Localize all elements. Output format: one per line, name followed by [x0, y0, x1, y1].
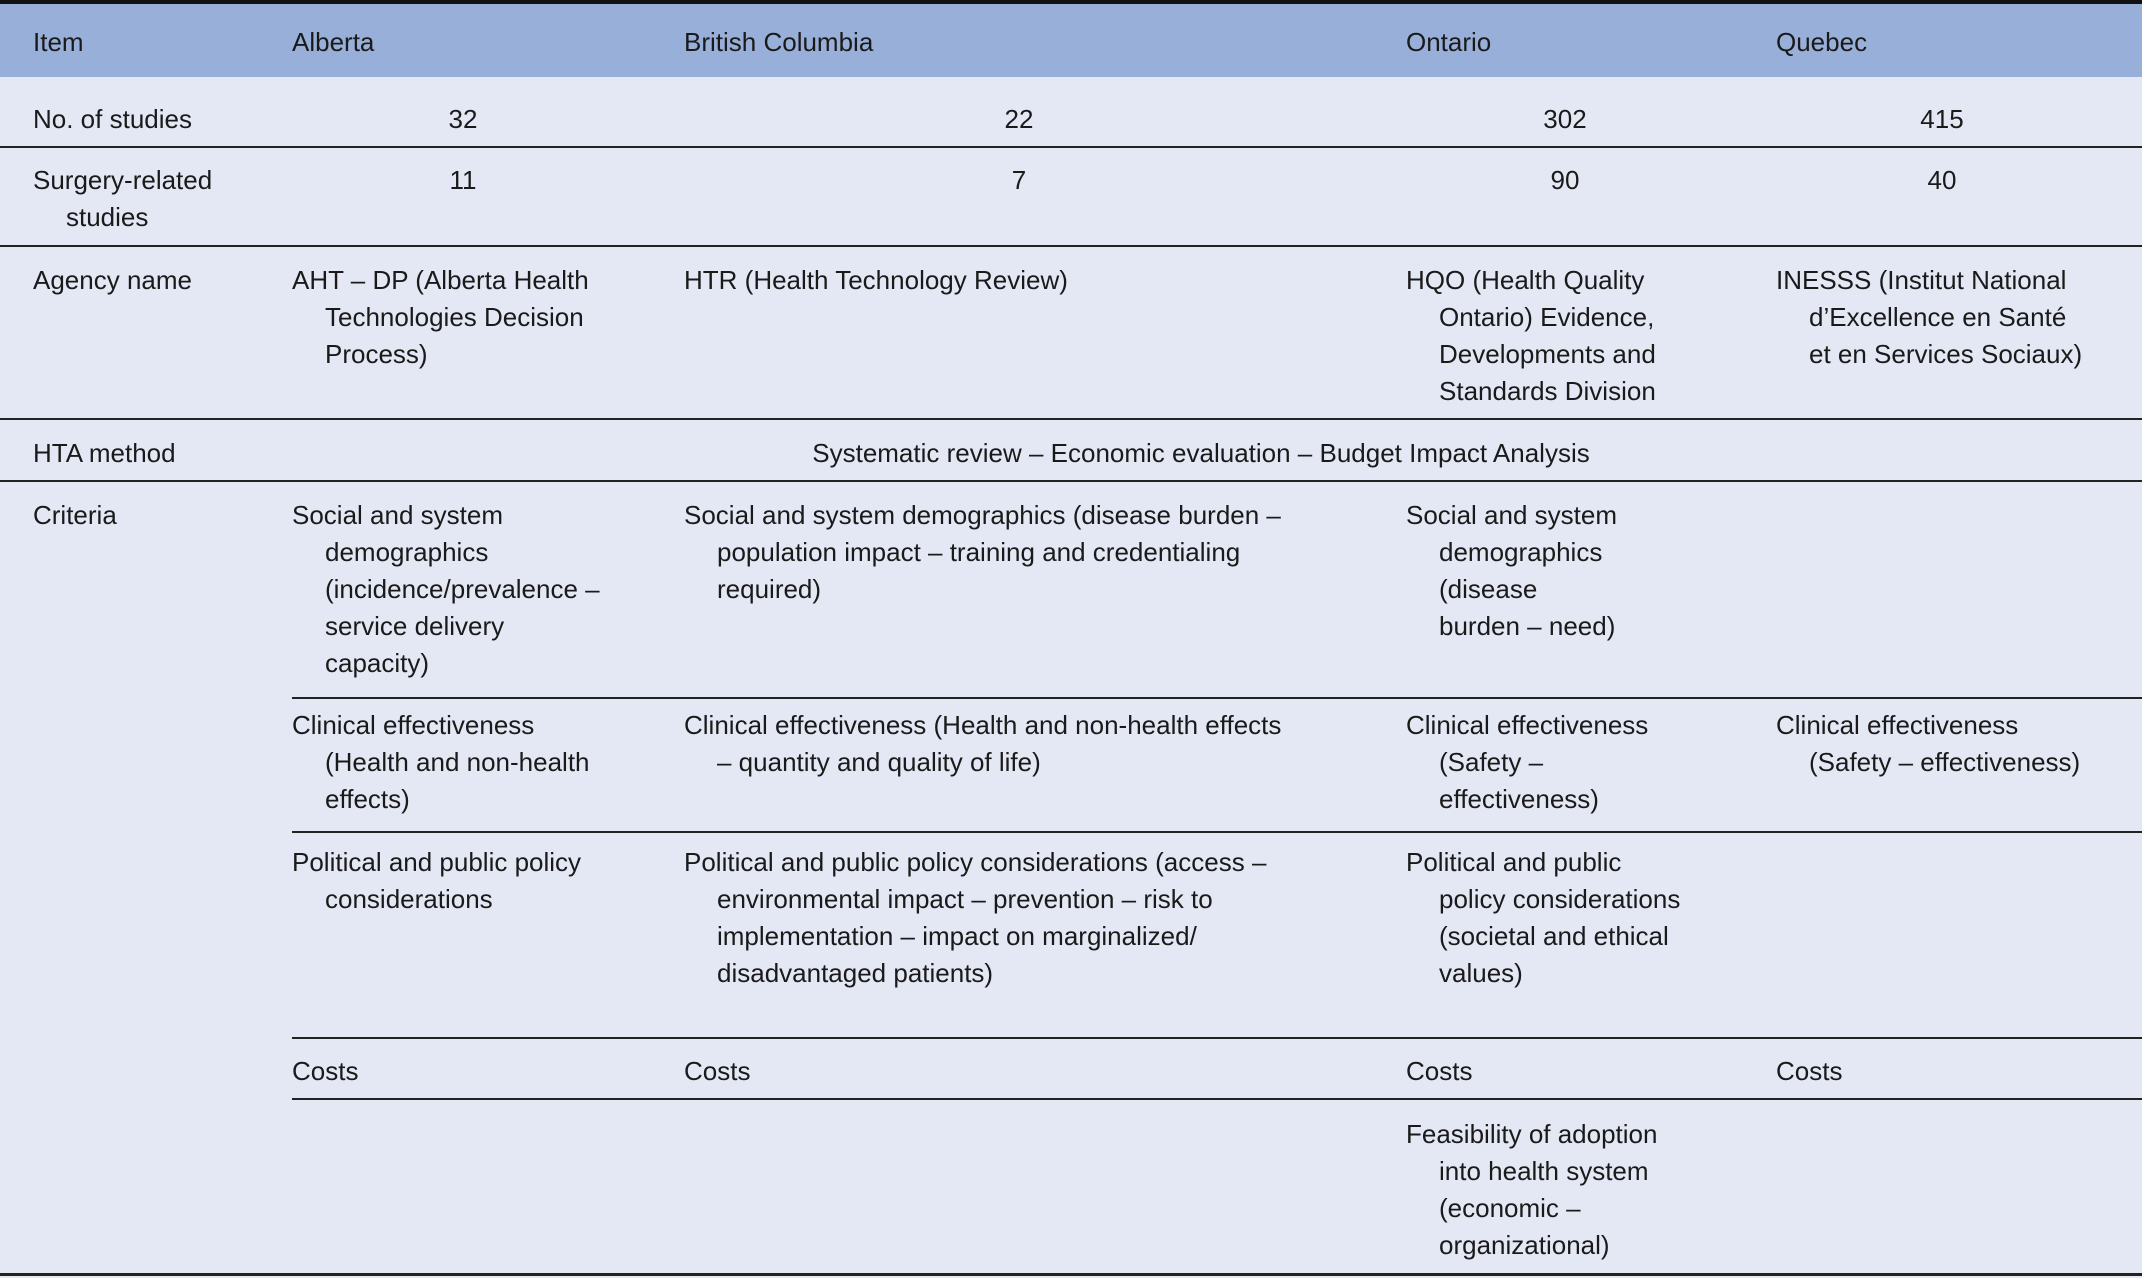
criteria-costs-bc: Costs [684, 1056, 751, 1086]
sub-row-divider [292, 831, 2142, 833]
header-alberta: Alberta [292, 27, 375, 57]
criteria-costs-quebec: Costs [1776, 1056, 1843, 1086]
header-ontario: Ontario [1406, 27, 1492, 57]
row-divider [0, 480, 2142, 482]
surgery-bc: 7 [1011, 165, 1027, 195]
surgery-ontario: 90 [1550, 165, 1580, 195]
studies-alberta: 32 [448, 104, 478, 134]
header-british-columbia: British Columbia [684, 27, 874, 57]
agency-ontario: HQO (Health Quality Ontario) Evidence, D… [1406, 265, 1656, 406]
header-item: Item [33, 27, 84, 57]
criteria-social-alberta: Social and system demographics (incidenc… [292, 500, 600, 678]
hta-method-value: Systematic review – Economic evaluation … [812, 438, 1590, 468]
row-divider [0, 146, 2142, 148]
criteria-clinical-bc: Clinical effectiveness (Health and non-h… [684, 710, 1282, 777]
criteria-costs-alberta: Costs [292, 1056, 359, 1086]
studies-ontario: 302 [1543, 104, 1587, 134]
surgery-quebec: 40 [1927, 165, 1957, 195]
agency-alberta: AHT – DP (Alberta Health Technologies De… [292, 265, 589, 369]
row-label-agency: Agency name [33, 265, 192, 295]
surgery-alberta: 11 [449, 165, 477, 195]
sub-row-divider [292, 1098, 2142, 1100]
criteria-costs-ontario: Costs [1406, 1056, 1473, 1086]
sub-row-divider [292, 697, 2142, 699]
row-label-surgery: Surgery-related studies [33, 165, 213, 232]
criteria-feasibility-ontario: Feasibility of adoption into health syst… [1406, 1119, 1658, 1260]
criteria-social-ontario: Social and system demographics (disease … [1406, 500, 1617, 641]
sub-row-divider [292, 1037, 2142, 1039]
table-header [0, 0, 2142, 77]
criteria-political-alberta: Political and public policy consideratio… [292, 847, 582, 914]
studies-bc: 22 [1004, 104, 1034, 134]
agency-quebec: INESSS (Institut National d’Excellence e… [1776, 265, 2083, 369]
criteria-social-bc: Social and system demographics (disease … [684, 500, 1281, 604]
row-divider [0, 245, 2142, 247]
criteria-clinical-quebec: Clinical effectiveness (Safety – effecti… [1776, 710, 2081, 777]
row-divider [0, 418, 2142, 420]
criteria-political-ontario: Political and public policy consideratio… [1406, 847, 1681, 988]
row-label-criteria: Criteria [33, 500, 117, 530]
table-bottom-border [0, 1273, 2142, 1276]
header-quebec: Quebec [1776, 27, 1868, 57]
row-label-studies: No. of studies [33, 104, 192, 134]
agency-bc: HTR (Health Technology Review) [684, 265, 1068, 295]
studies-quebec: 415 [1920, 104, 1964, 134]
criteria-clinical-alberta: Clinical effectiveness (Health and non-h… [292, 710, 590, 814]
criteria-political-bc: Political and public policy consideratio… [684, 847, 1267, 988]
row-label-hta: HTA method [33, 438, 176, 468]
criteria-clinical-ontario: Clinical effectiveness (Safety – effecti… [1406, 710, 1649, 814]
